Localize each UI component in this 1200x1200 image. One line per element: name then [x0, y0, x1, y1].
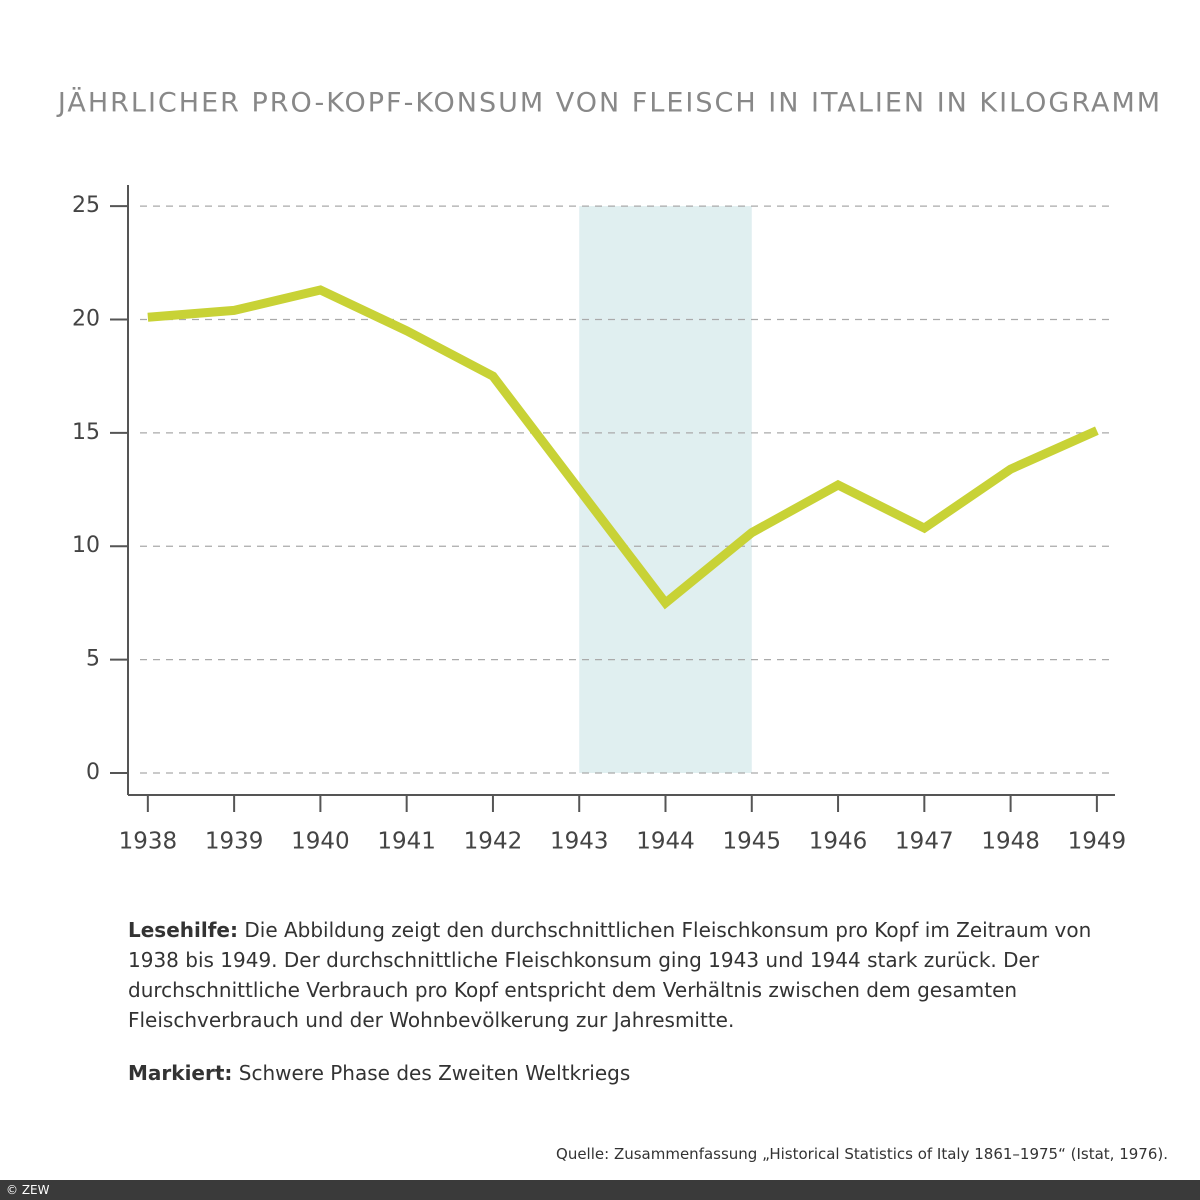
- y-tick-label: 20: [72, 306, 100, 331]
- x-tick-label: 1949: [1068, 829, 1127, 855]
- y-tick-label: 5: [86, 647, 100, 672]
- x-tick-label: 1938: [119, 829, 178, 855]
- x-tick-label: 1945: [723, 829, 782, 855]
- note: Markiert: Schwere Phase des Zweiten Welt…: [128, 1058, 1118, 1088]
- y-tick-label: 25: [72, 193, 100, 218]
- note-text: Die Abbildung zeigt den durchschnittlich…: [128, 918, 1092, 1032]
- note-text: Schwere Phase des Zweiten Weltkriegs: [238, 1061, 631, 1085]
- note-label: Markiert:: [128, 1061, 233, 1085]
- x-tick-label: 1940: [291, 829, 350, 855]
- x-tick-label: 1948: [981, 829, 1040, 855]
- chart-title: JÄHRLICHER PRO-KOPF-KONSUM VON FLEISCH I…: [56, 87, 1162, 119]
- x-tick-label: 1943: [550, 829, 609, 855]
- highlight-band: [579, 206, 752, 774]
- x-tick-label: 1946: [809, 829, 868, 855]
- x-tick-label: 1939: [205, 829, 264, 855]
- x-tick-label: 1944: [636, 829, 695, 855]
- y-tick-label: 0: [86, 760, 100, 785]
- note-label: Lesehilfe:: [128, 918, 238, 942]
- data-line: [147, 285, 1099, 610]
- x-tick-label: 1941: [377, 829, 436, 855]
- source: Quelle: Zusammenfassung „Historical Stat…: [556, 1145, 1168, 1163]
- x-tick-label: 1942: [464, 829, 523, 855]
- copyright: © ZEW: [6, 1183, 50, 1197]
- y-tick-label: 15: [72, 420, 100, 445]
- chart: JÄHRLICHER PRO-KOPF-KONSUM VON FLEISCH I…: [56, 87, 1162, 855]
- x-tick-label: 1947: [895, 829, 954, 855]
- note: Lesehilfe: Die Abbildung zeigt den durch…: [128, 915, 1118, 1035]
- footer: © ZEW: [0, 1180, 1200, 1200]
- y-tick-label: 10: [72, 533, 100, 558]
